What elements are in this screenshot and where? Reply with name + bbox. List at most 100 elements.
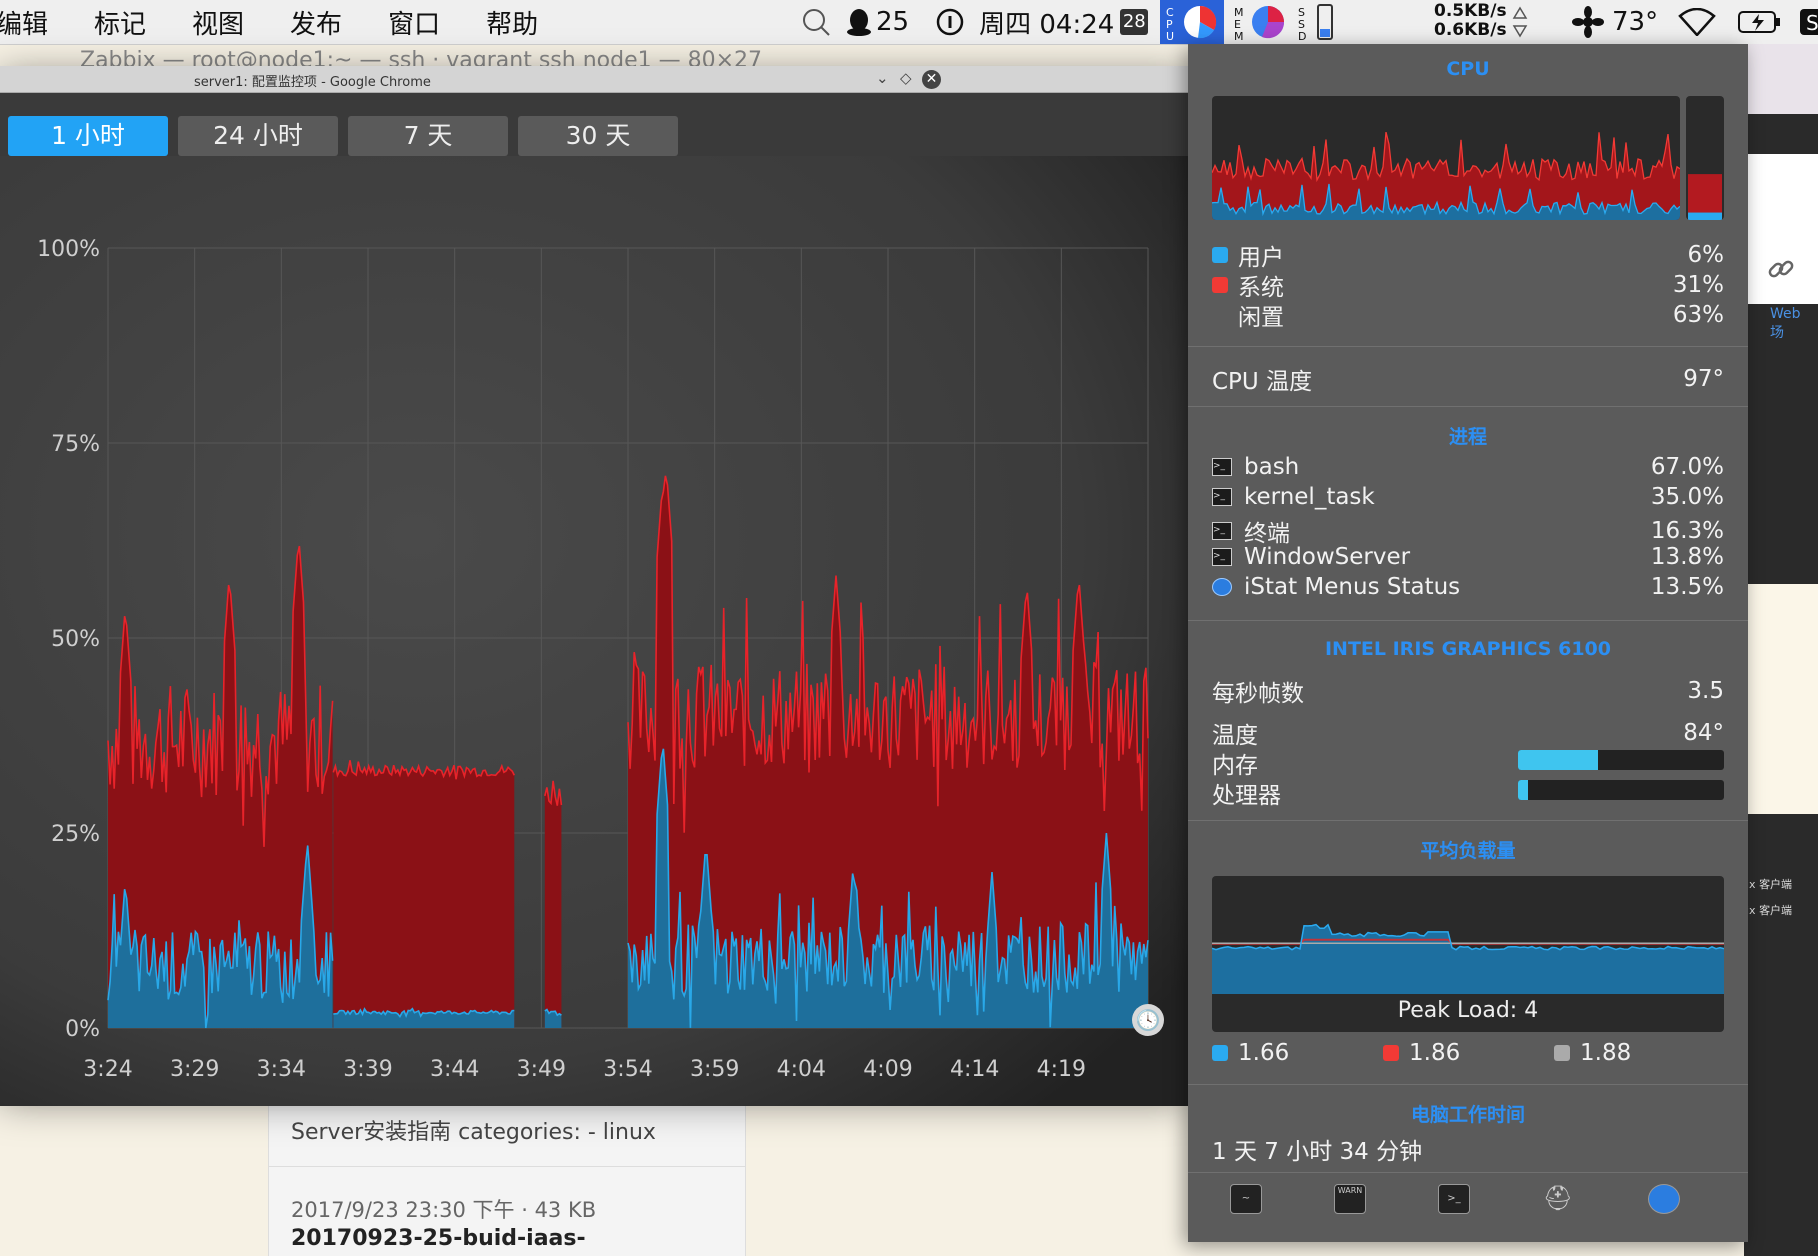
process-name: WindowServer [1244, 544, 1411, 570]
menu-view[interactable]: 视图 [192, 9, 245, 40]
chevron-down-icon[interactable]: ⌄ [876, 69, 889, 87]
svg-text:M: M [1234, 30, 1244, 42]
gpu-processor-bar-fill [1518, 780, 1529, 800]
clock-icon[interactable]: 🕓 [1132, 1004, 1164, 1036]
menu-mark[interactable]: 标记 [94, 9, 147, 40]
info-icon[interactable] [935, 0, 965, 44]
terminal-icon: >_ [1212, 488, 1232, 506]
terminal-app-icon[interactable]: >_ [1438, 1184, 1470, 1214]
process-row[interactable]: >_ 终端 16.3% [1212, 514, 1724, 548]
background-right-window: Web 场 ix 客户端 ix 客户端 [1744, 44, 1818, 1256]
load-5-swatch [1383, 1045, 1399, 1061]
search-chat-icon[interactable] [800, 0, 832, 44]
process-value: 13.8% [1650, 544, 1724, 570]
x-tick-label: 4:19 [1037, 1057, 1086, 1082]
user-swatch [1212, 247, 1228, 263]
qq-count: 25 [876, 7, 910, 37]
x-tick-label: 3:39 [343, 1057, 392, 1082]
load-5-value: 1.86 [1409, 1040, 1461, 1066]
process-row[interactable]: >_ bash 67.0% [1212, 454, 1724, 480]
menu-help[interactable]: 帮助 [486, 9, 539, 40]
menubar-clock[interactable]: 周四 04:24 [979, 9, 1115, 40]
link-icon[interactable] [1766, 254, 1796, 288]
input-source-icon[interactable]: S [1800, 7, 1818, 37]
cpu-system-value: 31% [1672, 272, 1724, 298]
process-value: 16.3% [1650, 518, 1724, 544]
tab-30-days[interactable]: 30 天 [518, 116, 678, 156]
time-range-tabs: 1 小时 24 小时 7 天 30 天 [8, 116, 678, 156]
svg-text:S: S [1298, 6, 1305, 19]
net-down: 0.6KB/s [1434, 20, 1507, 40]
x-tick-label: 3:34 [257, 1057, 306, 1082]
load-1min: 1.66 [1212, 1040, 1289, 1066]
right-client-2[interactable]: ix 客户端 [1746, 904, 1793, 917]
close-icon[interactable]: ✕ [922, 70, 941, 89]
gpu-temp-label: 温度 [1212, 723, 1258, 749]
idle-swatch [1212, 307, 1228, 323]
network-speed[interactable]: 0.5KB/s 0.6KB/s [1434, 2, 1507, 40]
process-row[interactable]: >_ kernel_task 35.0% [1212, 484, 1724, 510]
gpu-memory-row: 内存 [1212, 746, 1724, 780]
chrome-titlebar[interactable]: server1: 配置监控项 - Google Chrome ⌄ ◇ ✕ [0, 66, 1188, 93]
x-tick-label: 3:59 [690, 1057, 739, 1082]
disk-utility-icon[interactable]: ⛑ [1542, 1184, 1574, 1212]
tab-7-days[interactable]: 7 天 [348, 116, 508, 156]
process-name: 终端 [1244, 521, 1290, 547]
cpu-system-row: 系统 31% [1212, 268, 1724, 302]
divider [1188, 1172, 1748, 1173]
qq-icon[interactable] [846, 0, 872, 44]
process-row[interactable]: >_ WindowServer 13.8% [1212, 544, 1724, 570]
updown-arrows-icon [1512, 6, 1528, 45]
x-tick-label: 3:49 [517, 1057, 566, 1082]
load-1-area [1212, 924, 1724, 994]
menu-window[interactable]: 窗口 [388, 9, 441, 40]
doc-meta: 2017/9/23 23:30 下午 · 43 KB [291, 1198, 597, 1222]
right-web-label[interactable]: Web 场 [1770, 306, 1801, 341]
tab-24-hours[interactable]: 24 小时 [178, 116, 338, 156]
sensor-menu[interactable]: 73° S [1572, 0, 1818, 44]
peak-load-label: Peak Load: 4 [1397, 998, 1539, 1023]
gpu-processor-bar [1518, 780, 1724, 800]
document-list: installation.md --- title: Zabbix Server… [268, 1082, 746, 1256]
divider [1188, 820, 1748, 821]
right-client-1[interactable]: ix 客户端 [1746, 878, 1793, 891]
y-tick-label: 75% [51, 432, 100, 457]
gpu-fps-label: 每秒帧数 [1212, 681, 1304, 707]
user-line [544, 1008, 562, 1017]
tab-1-hour[interactable]: 1 小时 [8, 116, 168, 156]
load-5min: 1.86 [1383, 1040, 1460, 1066]
user-line [333, 1007, 515, 1019]
svg-text:S: S [1298, 18, 1305, 31]
date-badge[interactable]: 28 [1120, 9, 1149, 35]
menu-edit[interactable]: 编辑 [0, 9, 49, 40]
svg-text:D: D [1298, 30, 1306, 42]
gpu-temp-value: 84° [1683, 720, 1724, 746]
menu-publish[interactable]: 发布 [290, 9, 343, 40]
right-pane-toolbar [1744, 154, 1818, 304]
battery-icon[interactable] [1738, 10, 1782, 34]
cpu-user-row: 用户 6% [1212, 238, 1724, 272]
divider [1188, 406, 1748, 407]
diamond-icon[interactable]: ◇ [900, 69, 912, 87]
svg-text:U: U [1166, 30, 1174, 42]
cpu-system-label: 系统 [1238, 275, 1284, 301]
system-line [107, 545, 334, 847]
load-1-line [1212, 923, 1724, 951]
istat-app-icon[interactable] [1648, 1184, 1680, 1214]
process-row[interactable]: iStat Menus Status 13.5% [1212, 574, 1724, 600]
istat-icon [1212, 578, 1232, 596]
right-pane-top [1744, 44, 1818, 114]
activity-monitor-icon[interactable]: ~ [1230, 1184, 1262, 1214]
console-icon[interactable]: WARN [1334, 1184, 1366, 1214]
cpu-graph [1212, 96, 1680, 220]
process-name: kernel_task [1244, 484, 1375, 510]
gpu-section-title: INTEL IRIS GRAPHICS 6100 [1324, 638, 1611, 660]
wifi-icon[interactable] [1678, 8, 1716, 36]
cpu-temp-value: 97° [1683, 366, 1724, 392]
cpu-idle-row: 闲置 63% [1212, 298, 1724, 332]
system-area [108, 546, 333, 1028]
doc-next-title[interactable]: 20170923-25-buid-iaas- [291, 1226, 586, 1251]
